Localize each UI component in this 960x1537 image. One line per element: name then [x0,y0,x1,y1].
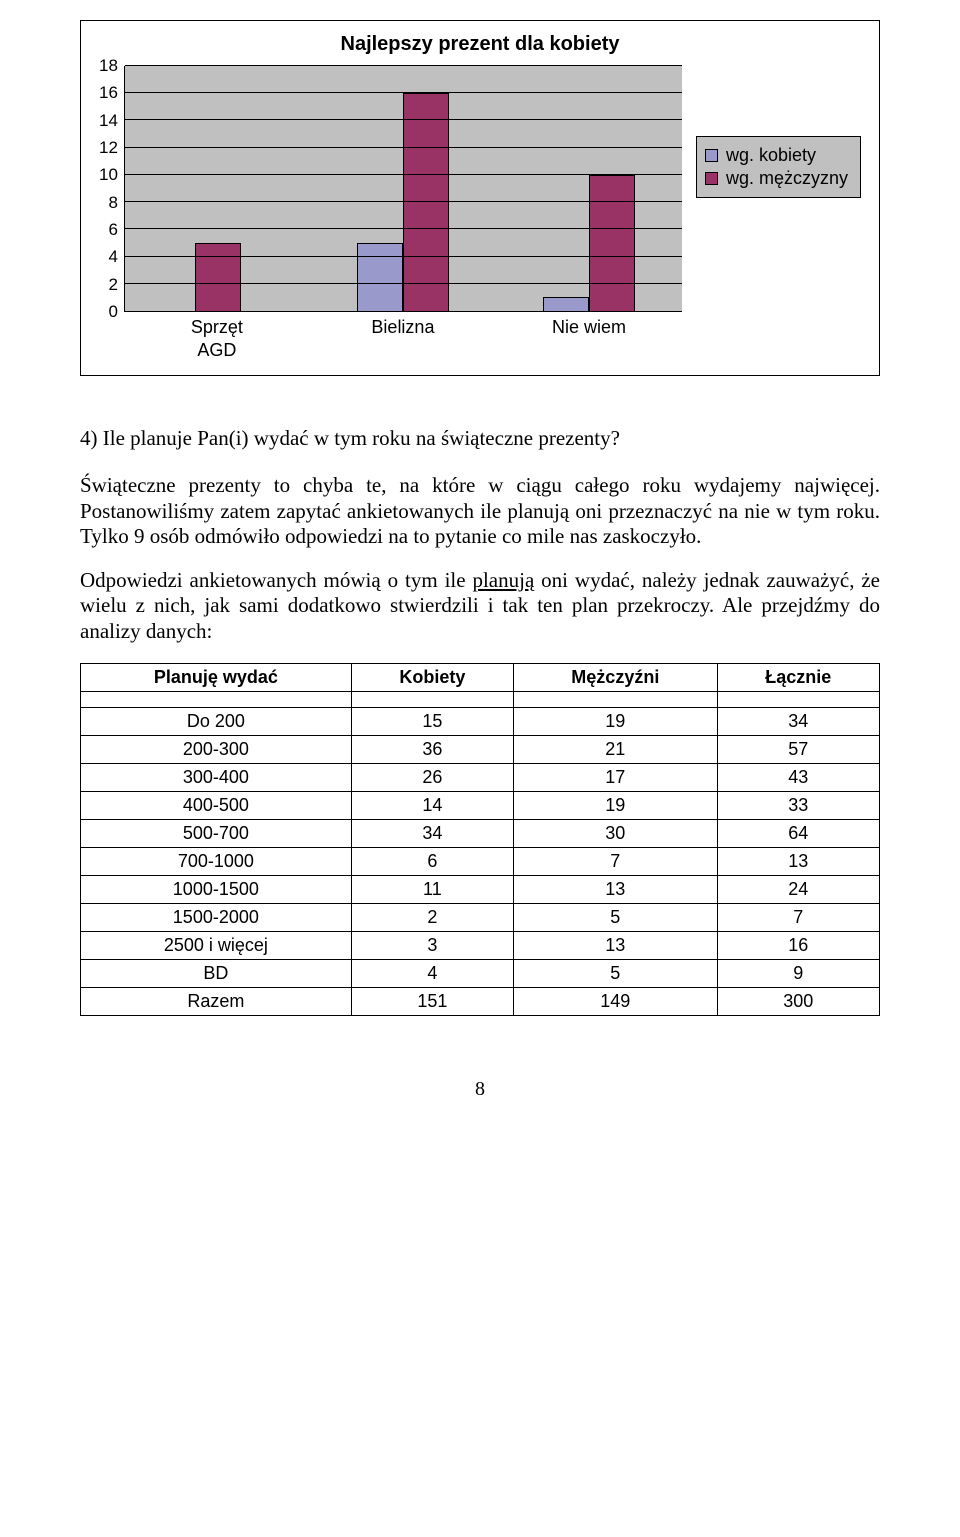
table-cell: 151 [351,987,513,1015]
table-cell: 19 [514,707,717,735]
chart-bar [589,175,635,311]
table-row-label: 1500-2000 [81,903,352,931]
table-cell: 26 [351,763,513,791]
table-cell: 14 [351,791,513,819]
table-row: 200-300362157 [81,735,880,763]
table-cell: 9 [717,959,879,987]
table-cell: 5 [514,959,717,987]
chart-legend: wg. kobietywg. mężczyzny [696,136,861,198]
table-cell: 11 [351,875,513,903]
table-row: 500-700343064 [81,819,880,847]
table-cell: 7 [514,847,717,875]
table-row-label: 300-400 [81,763,352,791]
table-cell: 21 [514,735,717,763]
table-header-cell: Łącznie [717,663,879,691]
table-row: BD459 [81,959,880,987]
table-cell: 36 [351,735,513,763]
table-cell: 30 [514,819,717,847]
table-cell: 2 [351,903,513,931]
table-cell: 34 [351,819,513,847]
chart-legend-label: wg. mężczyzny [726,168,848,189]
paragraph-2: Odpowiedzi ankietowanych mówią o tym ile… [80,568,880,645]
chart-bar [195,243,241,311]
table-spacer-row [81,691,880,707]
table-row: 400-500141933 [81,791,880,819]
table-cell: 24 [717,875,879,903]
table-cell: 19 [514,791,717,819]
chart-legend-swatch [705,149,718,162]
table-cell: 17 [514,763,717,791]
table-row: 1500-2000257 [81,903,880,931]
table-cell: 64 [717,819,879,847]
table-cell: 13 [514,875,717,903]
table-row-label: 1000-1500 [81,875,352,903]
para2-underlined: planują [472,568,534,592]
chart-legend-item: wg. mężczyzny [705,168,848,189]
chart-plot-area [124,66,682,312]
table-row-label: 2500 i więcej [81,931,352,959]
chart-x-label: SprzętAGD [124,316,310,361]
table-cell: 7 [717,903,879,931]
table-cell: 13 [717,847,879,875]
table-row-label: BD [81,959,352,987]
table-row: 2500 i więcej31316 [81,931,880,959]
table-cell: 34 [717,707,879,735]
table-row: Razem151149300 [81,987,880,1015]
chart-x-label: Bielizna [310,316,496,361]
chart-legend-swatch [705,172,718,185]
table-row-label: Razem [81,987,352,1015]
table-row: 300-400261743 [81,763,880,791]
chart-x-axis: SprzętAGDBieliznaNie wiem [124,316,682,361]
chart-y-axis: 181614121086420 [99,66,124,312]
table-cell: 15 [351,707,513,735]
table-row: 700-10006713 [81,847,880,875]
chart-bar [357,243,403,311]
spending-table: Planuję wydaćKobietyMężczyźniŁącznie Do … [80,663,880,1016]
table-row: Do 200151934 [81,707,880,735]
para2-pre: Odpowiedzi ankietowanych mówią o tym ile [80,568,472,592]
table-cell: 57 [717,735,879,763]
chart-x-label: Nie wiem [496,316,682,361]
chart-bar [543,297,589,311]
chart-bar-group [496,66,682,311]
table-cell: 33 [717,791,879,819]
plot-wrap: SprzętAGDBieliznaNie wiem [124,66,682,361]
page-number: 8 [80,1078,880,1101]
chart-title: Najlepszy prezent dla kobiety [99,33,861,56]
table-row: 1000-1500111324 [81,875,880,903]
table-header-cell: Kobiety [351,663,513,691]
section-heading: 4) Ile planuje Pan(i) wydać w tym roku n… [80,426,880,451]
paragraph-1: Świąteczne prezenty to chyba te, na któr… [80,473,880,550]
chart-container: Najlepszy prezent dla kobiety 1816141210… [80,20,880,376]
table-cell: 4 [351,959,513,987]
table-header-cell: Planuję wydać [81,663,352,691]
table-cell: 149 [514,987,717,1015]
table-cell: 16 [717,931,879,959]
table-cell: 5 [514,903,717,931]
chart-legend-label: wg. kobiety [726,145,816,166]
chart-legend-item: wg. kobiety [705,145,848,166]
table-cell: 6 [351,847,513,875]
table-row-label: 400-500 [81,791,352,819]
table-cell: 3 [351,931,513,959]
chart-bar-group [311,66,497,311]
table-cell: 13 [514,931,717,959]
table-cell: 300 [717,987,879,1015]
table-row-label: 500-700 [81,819,352,847]
chart-bar-group [125,66,311,311]
table-row-label: Do 200 [81,707,352,735]
table-row-label: 700-1000 [81,847,352,875]
table-cell: 43 [717,763,879,791]
table-header-cell: Mężczyźni [514,663,717,691]
table-row-label: 200-300 [81,735,352,763]
